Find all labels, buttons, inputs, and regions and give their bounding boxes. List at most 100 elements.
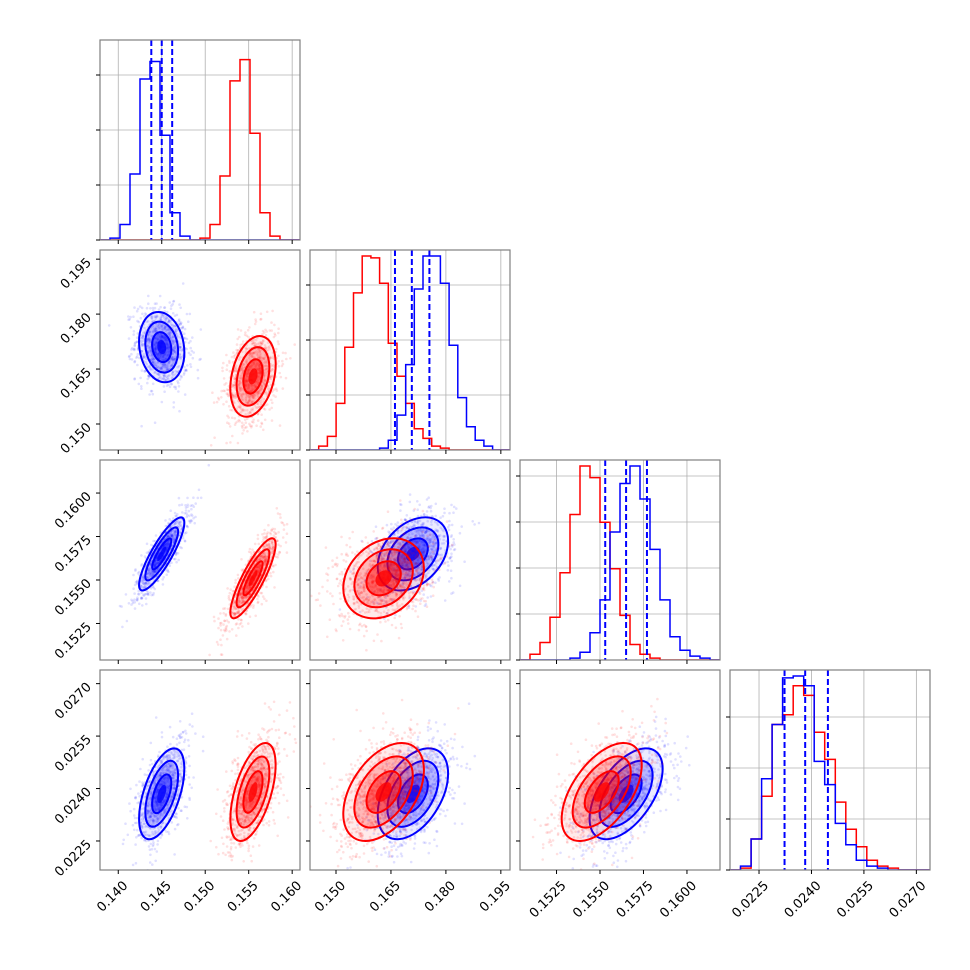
- scatter-point: [264, 328, 267, 332]
- scatter-point: [188, 514, 191, 518]
- scatter-point: [225, 400, 228, 404]
- scatter-point: [175, 327, 178, 331]
- scatter-point: [148, 338, 152, 341]
- scatter-point: [277, 364, 281, 368]
- scatter-point: [247, 399, 251, 403]
- scatter-point: [252, 606, 255, 609]
- scatter-point: [247, 399, 251, 402]
- scatter-point: [191, 356, 195, 360]
- scatter-point: [257, 565, 261, 569]
- scatter-point: [149, 307, 152, 310]
- scatter-point: [164, 327, 167, 331]
- scatter-point: [263, 344, 267, 347]
- scatter-point: [168, 518, 171, 521]
- scatter-point: [254, 365, 258, 369]
- scatter-point: [185, 312, 189, 316]
- scatter-point: [146, 592, 149, 596]
- scatter-point: [138, 602, 141, 606]
- scatter-point: [251, 351, 255, 355]
- scatter-point: [257, 542, 261, 546]
- scatter-point: [244, 331, 247, 334]
- scatter-point: [131, 601, 135, 605]
- scatter-point: [159, 305, 162, 309]
- scatter-point: [160, 335, 164, 338]
- scatter-point: [237, 600, 241, 604]
- scatter-point: [213, 436, 216, 440]
- scatter-point: [242, 393, 246, 396]
- scatter-point: [155, 569, 159, 573]
- scatter-point: [446, 568, 450, 572]
- scatter-point: [347, 611, 350, 615]
- scatter-point: [241, 369, 245, 372]
- scatter-point: [260, 421, 263, 425]
- scatter-point: [267, 577, 270, 581]
- scatter-point: [266, 403, 269, 406]
- scatter-point: [256, 600, 260, 604]
- scatter-point: [238, 405, 241, 409]
- scatter-point: [241, 569, 244, 573]
- panel-background: [100, 250, 300, 450]
- scatter-point: [156, 315, 159, 318]
- scatter-point: [273, 527, 277, 531]
- scatter-point: [422, 513, 426, 516]
- scatter-point: [262, 559, 266, 563]
- scatter-point: [262, 535, 265, 539]
- scatter-point: [263, 545, 267, 549]
- scatter-point: [255, 363, 259, 367]
- scatter-point: [184, 504, 187, 507]
- scatter-point: [151, 368, 155, 371]
- scatter-point: [150, 316, 153, 319]
- scatter-point: [161, 314, 165, 317]
- scatter-point: [256, 351, 260, 355]
- scatter-point: [142, 582, 146, 585]
- scatter-point: [149, 346, 152, 349]
- scatter-point: [443, 507, 446, 511]
- scatter-point: [163, 316, 166, 320]
- scatter-point: [249, 551, 253, 554]
- scatter-point: [152, 572, 156, 576]
- scatter-point: [262, 357, 266, 361]
- scatter-point: [163, 326, 167, 329]
- scatter-point: [175, 313, 179, 317]
- scatter-point: [167, 361, 171, 364]
- scatter-point: [232, 383, 235, 387]
- scatter-point: [169, 509, 172, 512]
- scatter-point: [189, 365, 193, 369]
- scatter-point: [233, 383, 236, 387]
- scatter-point: [260, 387, 264, 391]
- scatter-point: [166, 317, 170, 320]
- scatter-point: [233, 386, 236, 390]
- scatter-point: [240, 387, 243, 390]
- scatter-point: [164, 337, 167, 341]
- scatter-point: [259, 312, 263, 316]
- scatter-point: [176, 552, 180, 555]
- scatter-point: [260, 356, 264, 360]
- scatter-point: [147, 302, 150, 306]
- scatter-point: [227, 620, 230, 624]
- scatter-point: [243, 409, 247, 412]
- scatter-point: [255, 350, 258, 353]
- scatter-point: [253, 384, 257, 387]
- scatter-point: [263, 560, 266, 563]
- scatter-point: [142, 578, 146, 581]
- scatter-point: [233, 612, 236, 616]
- scatter-point: [258, 566, 262, 569]
- scatter-point: [178, 303, 181, 306]
- scatter-point: [150, 572, 153, 575]
- scatter-point: [259, 369, 262, 373]
- scatter-point: [257, 367, 261, 371]
- scatter-point: [247, 335, 250, 339]
- scatter-point: [149, 349, 152, 352]
- scatter-point: [160, 366, 164, 370]
- scatter-point: [142, 331, 145, 335]
- scatter-point: [178, 503, 181, 507]
- scatter-point: [167, 570, 170, 574]
- scatter-point: [340, 570, 344, 574]
- scatter-point: [187, 351, 191, 355]
- scatter-point: [161, 364, 164, 367]
- scatter-point: [158, 318, 162, 322]
- scatter-point: [190, 349, 194, 353]
- scatter-point: [380, 639, 383, 643]
- scatter-point: [188, 312, 192, 316]
- scatter-point: [151, 593, 155, 597]
